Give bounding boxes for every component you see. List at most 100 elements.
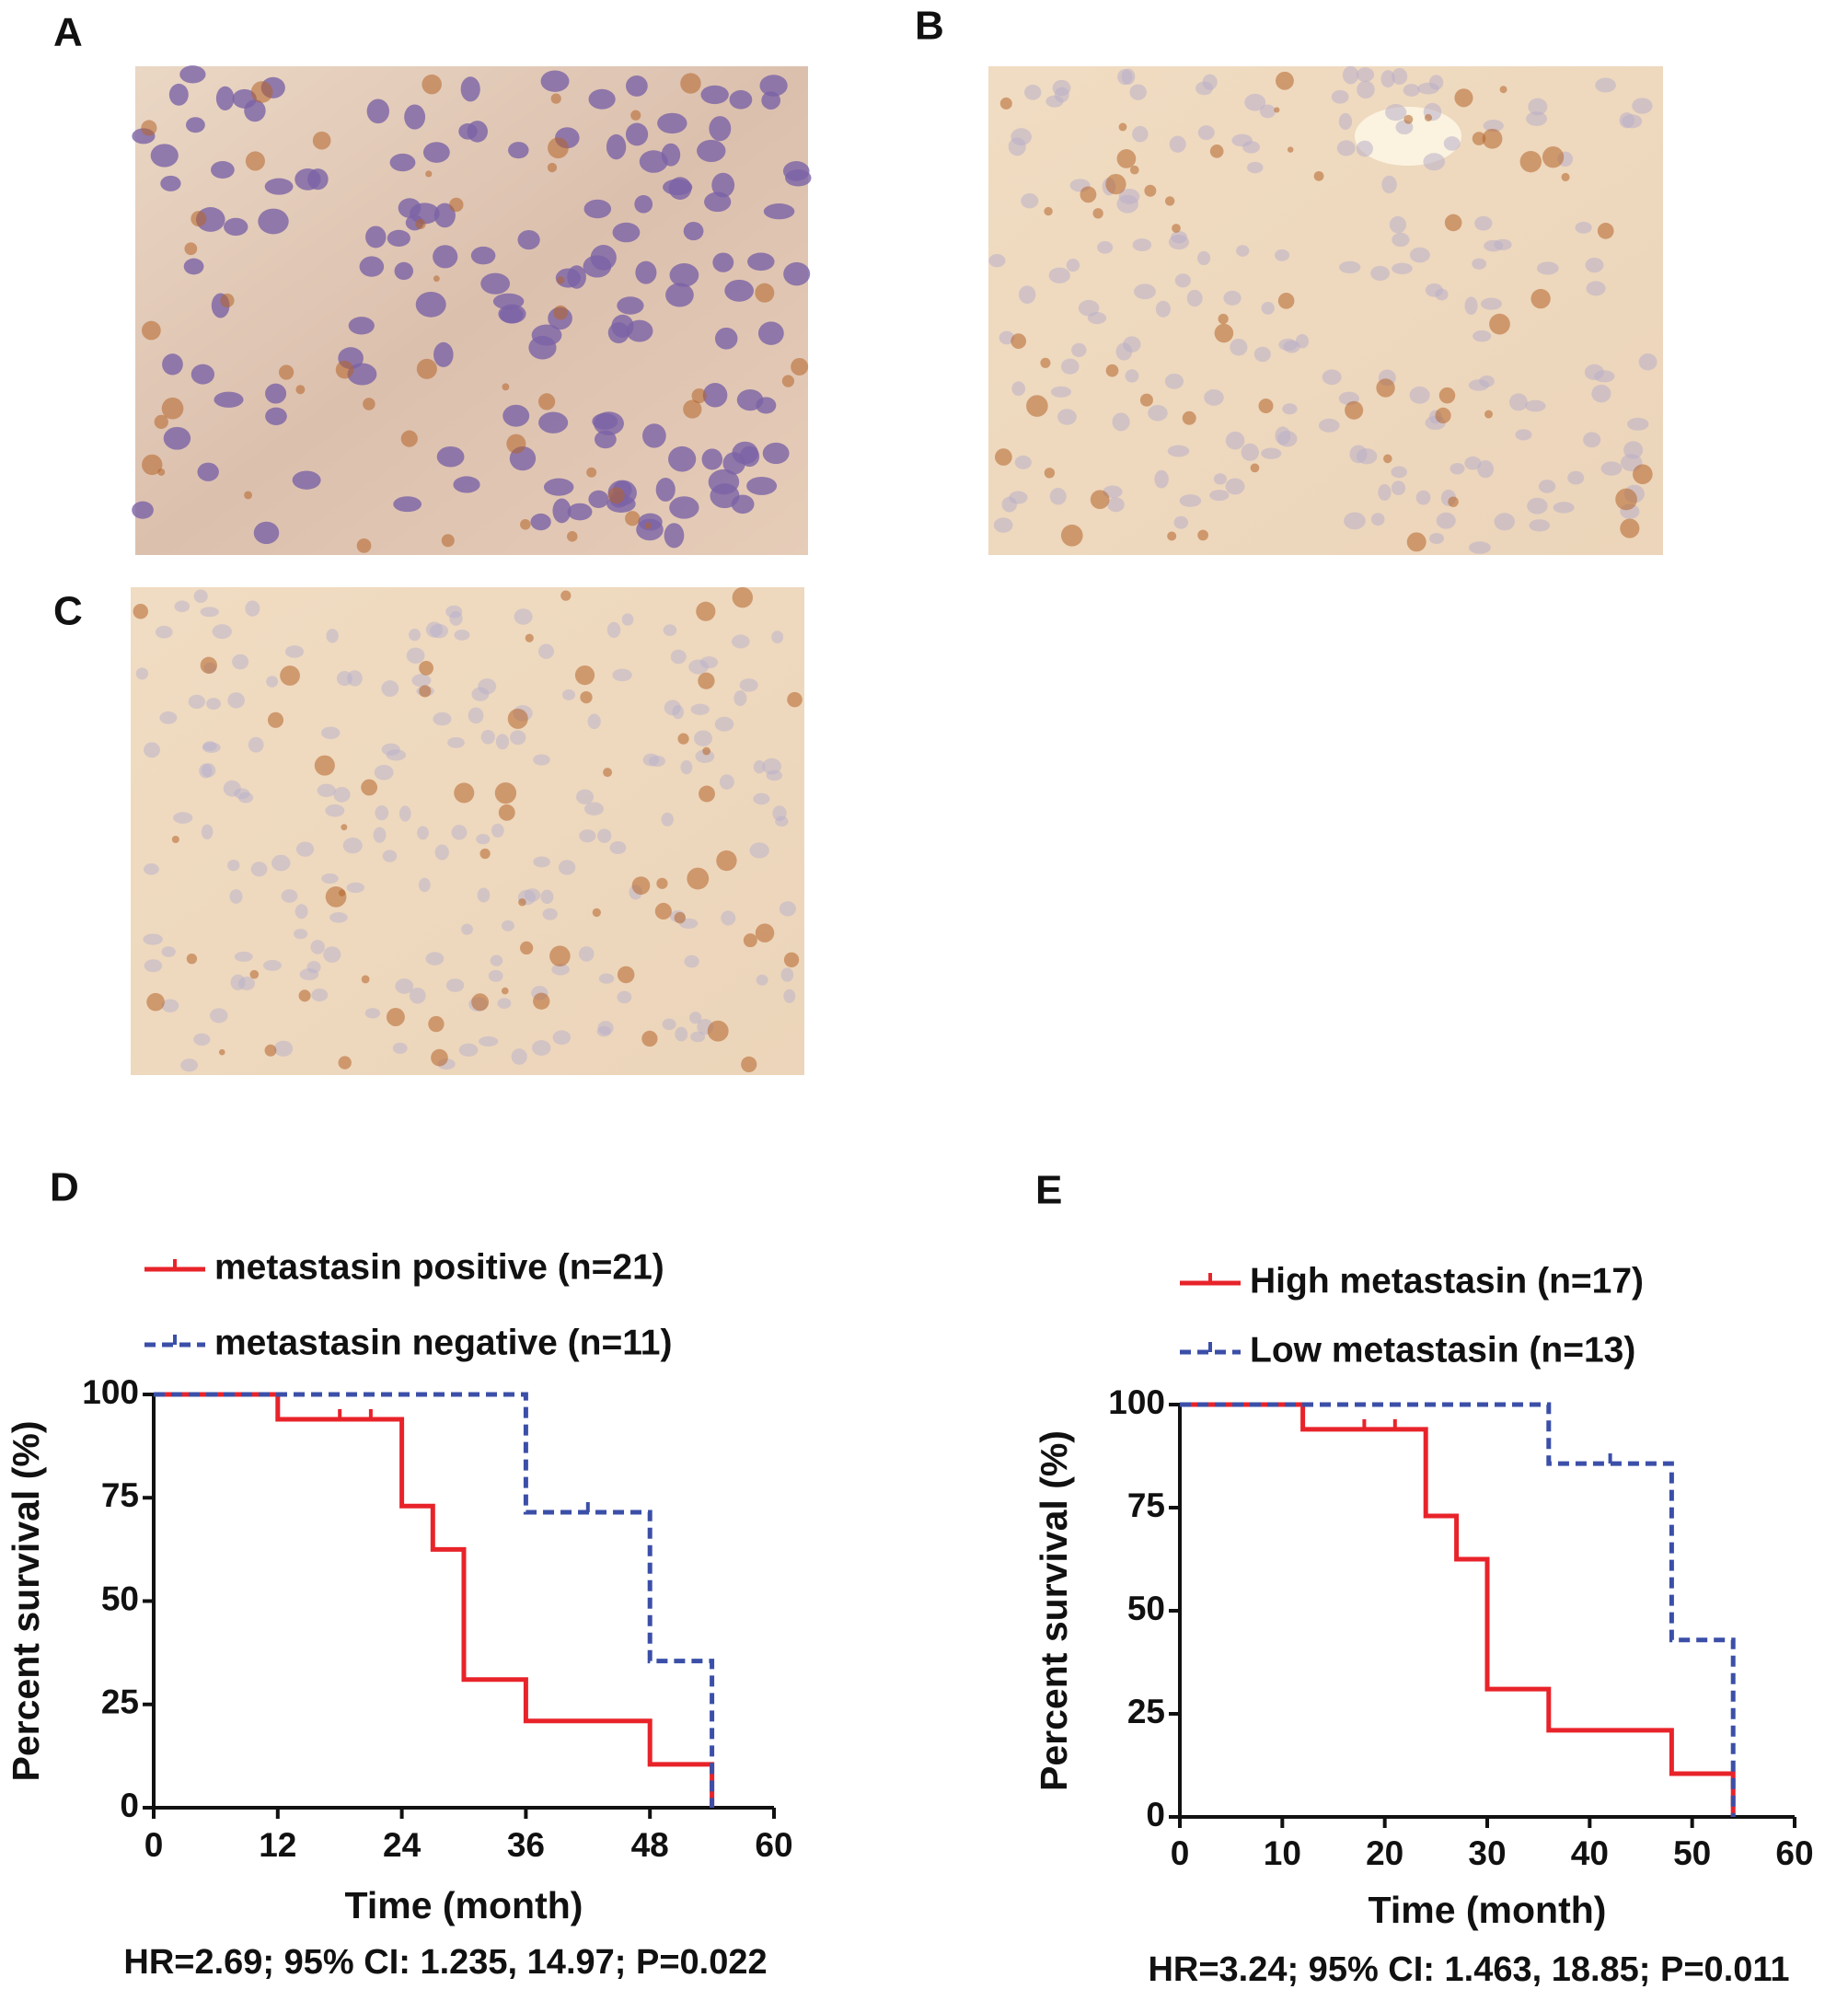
nucleus xyxy=(476,834,491,845)
nucleus xyxy=(722,452,745,475)
nucleus xyxy=(144,862,159,875)
nucleus xyxy=(1246,161,1264,174)
nucleus xyxy=(1066,258,1080,272)
nucleus xyxy=(1585,257,1604,273)
nucleus xyxy=(1391,480,1406,496)
stain xyxy=(415,218,426,230)
stain xyxy=(1542,146,1565,168)
stain xyxy=(479,848,491,860)
nucleus xyxy=(365,226,387,249)
nucleus xyxy=(690,703,710,715)
panel-label: C xyxy=(53,589,83,634)
nucleus xyxy=(1011,128,1032,145)
nucleus xyxy=(543,478,574,496)
nucleus xyxy=(265,383,287,404)
nucleus xyxy=(333,787,351,803)
stain xyxy=(1274,107,1280,113)
nucleus xyxy=(772,805,787,822)
nucleus xyxy=(227,859,240,872)
stain xyxy=(1424,113,1433,121)
nucleus xyxy=(680,760,693,775)
stain xyxy=(696,601,716,621)
nucleus xyxy=(193,589,208,603)
nucleus xyxy=(1423,153,1446,171)
x-tick-label: 48 xyxy=(631,1826,669,1864)
nucleus xyxy=(606,621,621,639)
nucleus xyxy=(202,763,216,778)
stain xyxy=(1472,132,1486,145)
nucleus xyxy=(1436,512,1456,529)
stain xyxy=(1011,333,1027,349)
survival-line xyxy=(1180,1402,1736,1817)
x-tick-label: 36 xyxy=(507,1826,545,1864)
nucleus xyxy=(1171,230,1188,244)
nucleus xyxy=(329,912,348,923)
nucleus xyxy=(761,91,781,110)
nucleus xyxy=(1283,340,1300,353)
nucleus xyxy=(179,65,206,84)
nucleus xyxy=(1338,112,1353,131)
nucleus xyxy=(497,998,512,1009)
nucleus xyxy=(393,496,422,513)
nucleus xyxy=(445,978,465,992)
nucleus xyxy=(1356,67,1375,83)
nucleus xyxy=(617,296,644,315)
nucleus xyxy=(1049,488,1067,505)
stain xyxy=(630,110,641,121)
nucleus xyxy=(323,946,341,963)
survival-line xyxy=(1180,1402,1736,1817)
survival-line xyxy=(154,1392,715,1808)
nucleus xyxy=(188,694,205,710)
stain xyxy=(363,398,375,411)
nucleus xyxy=(1494,238,1512,250)
stain xyxy=(416,358,437,379)
nucleus xyxy=(161,999,179,1012)
nucleus xyxy=(1057,409,1077,425)
nucleus xyxy=(501,920,514,931)
x-tick-label: 0 xyxy=(144,1826,164,1864)
stain xyxy=(520,941,534,955)
stain xyxy=(698,672,715,689)
nucleus xyxy=(1318,418,1340,433)
stain xyxy=(142,320,161,341)
stain xyxy=(1214,323,1234,343)
nucleus xyxy=(583,802,604,815)
panel-label: B xyxy=(915,4,944,49)
nucleus xyxy=(533,754,550,766)
nucleus xyxy=(404,104,426,130)
nucleus xyxy=(232,88,257,109)
nucleus xyxy=(1600,461,1623,476)
nucleus xyxy=(1018,285,1036,304)
stain xyxy=(1597,223,1614,239)
legend-label: metastasin negative (n=11) xyxy=(214,1323,672,1362)
nucleus xyxy=(993,517,1013,533)
stain xyxy=(548,137,569,159)
stain xyxy=(1044,206,1053,216)
stain xyxy=(141,120,157,136)
stain xyxy=(1144,184,1157,197)
nucleus xyxy=(144,959,163,973)
nucleus xyxy=(159,711,178,724)
nucleus xyxy=(510,730,526,746)
nucleus xyxy=(1528,98,1548,116)
nucleus xyxy=(215,86,235,110)
nucleus xyxy=(1389,215,1407,234)
nucleus xyxy=(1370,513,1385,526)
nucleus xyxy=(1638,353,1657,371)
nucleus xyxy=(160,175,181,191)
nucleus xyxy=(669,263,699,287)
stain xyxy=(341,824,348,831)
nucleus xyxy=(264,178,294,195)
x-axis-title: Time (month) xyxy=(1369,1889,1607,1931)
stain xyxy=(574,665,595,686)
nucleus xyxy=(1409,386,1430,404)
stain xyxy=(549,945,571,966)
nucleus xyxy=(642,753,660,767)
nucleus xyxy=(612,668,632,682)
stain xyxy=(1172,224,1181,233)
nucleus xyxy=(326,629,339,643)
nucleus xyxy=(702,383,728,408)
nucleus xyxy=(1567,470,1585,485)
nucleus xyxy=(588,490,609,508)
x-tick-label: 40 xyxy=(1571,1834,1609,1872)
